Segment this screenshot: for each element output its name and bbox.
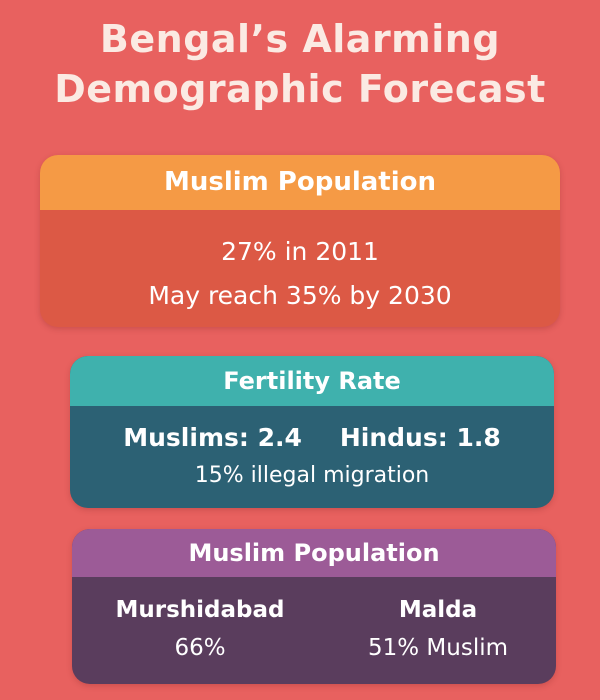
malda-label: Malda <box>398 597 478 623</box>
malda-stat: Malda 51% Muslim <box>334 591 542 667</box>
fertility-rates-row: Muslims: 2.4 Hindus: 1.8 <box>70 406 554 456</box>
title-line-2: Demographic Forecast <box>54 67 546 111</box>
fertility-card-heading: Fertility Rate <box>70 356 554 406</box>
title-line-1: Bengal’s Alarming <box>99 17 501 61</box>
hindu-fertility-text: Hindus: 1.8 <box>339 423 501 452</box>
population-2011-text: 27% in 2011 <box>221 237 379 266</box>
migration-text: 15% illegal migration <box>194 463 430 488</box>
murshidabad-stat: Murshidabad 66% <box>96 591 304 667</box>
population-card-body: 27% in 2011 May reach 35% by 2030 <box>40 210 560 318</box>
districts-grid: Murshidabad 66% Malda 51% Muslim <box>72 577 556 684</box>
population-card-heading: Muslim Population <box>40 155 560 210</box>
muslim-fertility-text: Muslims: 2.4 <box>123 423 302 452</box>
page-title: Bengal’s Alarming Demographic Forecast <box>0 14 600 114</box>
fertility-card: Fertility Rate Muslims: 2.4 Hindus: 1.8 1… <box>70 356 554 508</box>
malda-value: 51% Muslim <box>367 635 509 661</box>
fertility-card-body: Muslims: 2.4 Hindus: 1.8 15% illegal migr… <box>70 406 554 496</box>
murshidabad-label: Murshidabad <box>115 597 285 623</box>
districts-card: Muslim Population Murshidabad 66% Malda … <box>72 529 556 684</box>
districts-card-heading: Muslim Population <box>72 529 556 577</box>
population-card: Muslim Population 27% in 2011 May reach … <box>40 155 560 327</box>
population-2030-text: May reach 35% by 2030 <box>148 281 452 310</box>
murshidabad-value: 66% <box>174 635 226 661</box>
